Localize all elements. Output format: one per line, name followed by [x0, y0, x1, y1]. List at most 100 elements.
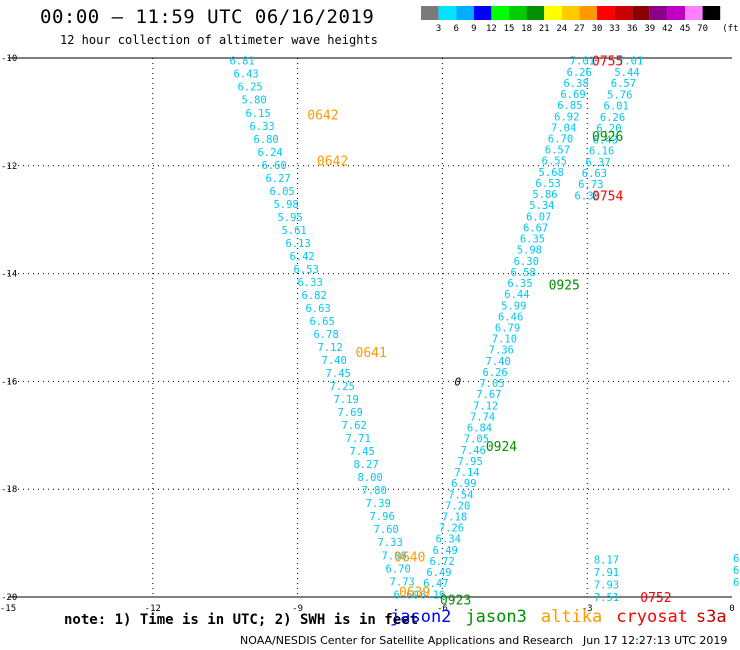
- wave-height-value: 6.46: [498, 311, 523, 323]
- wave-height-value: 6.07: [526, 211, 551, 223]
- wave-height-value: 8.17: [594, 554, 619, 566]
- wave-height-value: 6.30: [514, 256, 539, 268]
- wave-height-value: 6.43: [233, 69, 258, 81]
- pass-time-label: 0925: [549, 278, 580, 293]
- wave-height-value: 6.43: [593, 134, 618, 146]
- wave-height-value: 6.92: [554, 111, 579, 123]
- legend-tick-label: 27: [574, 24, 585, 34]
- legend-tick-label: 45: [680, 24, 691, 34]
- wave-height-value: 6.82: [301, 290, 326, 302]
- wave-height-value: 6.81: [229, 56, 254, 68]
- wave-height-value: 7.95: [458, 456, 483, 468]
- wave-height-value: 6.27: [265, 173, 290, 185]
- edge-wave-value: 6: [733, 553, 739, 565]
- y-tick-label: -20: [1, 593, 17, 603]
- wave-height-value: 5.95: [277, 212, 302, 224]
- wave-height-value: 6.53: [293, 264, 318, 276]
- sat-label-cryosat: cryosat: [616, 607, 688, 627]
- pass-time-label: 0752: [640, 591, 671, 606]
- pass-time-label: 0642: [317, 154, 348, 169]
- wave-height-value: 6.63: [305, 303, 330, 315]
- edge-wave-value: 6: [733, 565, 739, 577]
- wave-height-value: 7.26: [439, 523, 464, 535]
- wave-height-value: 7.40: [486, 356, 511, 368]
- credit-text: NOAA/NESDIS Center for Satellite Applica…: [240, 634, 574, 647]
- wave-height-value: 5.98: [273, 199, 298, 211]
- legend-tick-label: 9: [471, 24, 476, 34]
- wave-height-value: 6.73: [578, 179, 603, 191]
- wave-height-value: 5.61: [281, 225, 306, 237]
- wave-height-value: 7.73: [390, 576, 415, 588]
- wave-height-value: 7.67: [476, 389, 501, 401]
- legend-tick-label: 33: [609, 24, 620, 34]
- legend-swatch: [509, 6, 527, 20]
- wave-height-value: 8.00: [358, 472, 383, 484]
- wave-height-value: 7.19: [334, 394, 359, 406]
- wave-height-value: 7.74: [470, 411, 495, 423]
- wave-height-value: 7.05: [479, 378, 504, 390]
- wave-height-value: 6.49: [433, 545, 458, 557]
- wave-height-value: 7.93: [594, 579, 619, 591]
- legend-swatch: [438, 6, 457, 20]
- wave-height-value: 6.26: [482, 367, 507, 379]
- legend-swatch: [685, 6, 703, 20]
- legend-tick-label: 24: [556, 24, 567, 34]
- sat-label-altika: altika: [540, 607, 603, 627]
- wave-height-value: 7.25: [330, 381, 355, 393]
- wave-height-value: 6.60: [261, 160, 286, 172]
- wave-height-value: 6.34: [436, 534, 461, 546]
- legend-swatch: [526, 6, 545, 20]
- wave-height-value: 7.60: [374, 524, 399, 536]
- wave-height-value: 5.86: [532, 189, 557, 201]
- wave-height-value: 6.44: [504, 289, 529, 301]
- legend-tick-label: 36: [627, 24, 638, 34]
- page-title: 00:00 – 11:59 UTC 06/16/2019: [40, 6, 375, 28]
- wave-height-value: 6.49: [426, 567, 451, 579]
- legend-swatch: [614, 6, 633, 20]
- legend-swatch: [491, 6, 509, 20]
- wave-height-value: 6.70: [548, 134, 573, 146]
- wave-height-value: 6.01: [604, 101, 629, 113]
- wave-height-value: 6.60: [394, 589, 419, 601]
- wave-height-value: 7.46: [461, 445, 486, 457]
- pass-time-label: 0639: [399, 586, 430, 601]
- wave-height-value: 5.99: [501, 300, 526, 312]
- legend-swatch: [473, 6, 492, 20]
- wave-height-value: 6.63: [582, 168, 607, 180]
- wave-height-value: 6.16: [589, 146, 614, 158]
- pass-time-label: 0755: [592, 55, 623, 70]
- wave-height-value: 6.38: [563, 78, 588, 90]
- wave-height-value: 7.18: [442, 511, 467, 523]
- wave-height-value: 7.62: [342, 420, 367, 432]
- wave-height-value: 6.26: [600, 112, 625, 124]
- legend-tick-label: 30: [592, 24, 603, 34]
- legend-swatch: [421, 6, 439, 20]
- legend-swatch: [649, 6, 668, 20]
- sat-label-jason2: jason2: [390, 607, 452, 627]
- generation-timestamp: Jun 17 12:27:13 UTC 2019: [583, 634, 728, 647]
- wave-height-value: 6.26: [567, 67, 592, 79]
- wave-height-value: 6.38: [575, 190, 600, 202]
- wave-height-value: 6.70: [386, 563, 411, 575]
- wave-height-value: 7.96: [370, 511, 395, 523]
- x-tick-label: 0: [729, 604, 734, 614]
- pass-time-label: 0642: [307, 109, 338, 124]
- wave-height-value: 6.53: [535, 178, 560, 190]
- wave-height-value: 6.15: [245, 108, 270, 120]
- legend-swatch: [667, 6, 685, 20]
- legend-tick-label: 39: [644, 24, 655, 34]
- wave-height-value: 5.98: [517, 245, 542, 257]
- wave-height-value: 7.12: [473, 400, 498, 412]
- legend-tick-label: 6: [453, 24, 458, 34]
- x-tick-label: -9: [292, 604, 303, 614]
- x-tick-label: -6: [437, 604, 448, 614]
- x-tick-label: -12: [145, 604, 161, 614]
- legend-tick-label: 12: [486, 24, 497, 34]
- x-tick-label: -15: [0, 604, 16, 614]
- wave-height-value: 6.80: [253, 134, 278, 146]
- satellite-legend: jason2 jason3 altika cryosat s3a: [390, 607, 740, 627]
- legend-swatch: [561, 6, 580, 20]
- wave-height-value: 6.42: [289, 251, 314, 263]
